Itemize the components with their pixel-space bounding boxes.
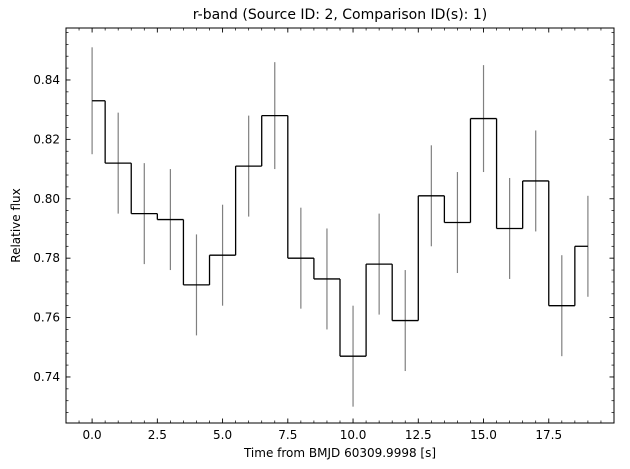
x-tick-label: 0.0 [83,428,102,442]
x-axis-label: Time from BMJD 60309.9998 [s] [243,446,436,460]
x-tick-label: 7.5 [278,428,297,442]
x-tick-label: 2.5 [148,428,167,442]
x-tick-label: 12.5 [405,428,432,442]
x-tick-label: 5.0 [213,428,232,442]
y-tick-label: 0.78 [33,251,60,265]
tick-group: 0.0 2.5 5.0 7.5 10.0 12.5 15.0 17.5 0.74 0.76 0.78… [33,28,614,442]
x-tick-label: 17.5 [535,428,562,442]
chart-title: r-band (Source ID: 2, Comparison ID(s): … [193,7,487,23]
plot-frame [65,27,615,424]
y-tick-label: 0.80 [33,192,60,206]
step-line-group [92,100,588,357]
x-tick-label: 10.0 [340,428,367,442]
y-tick-label: 0.82 [33,132,60,146]
y-axis-label: Relative flux [9,188,23,262]
y-tick-label: 0.76 [33,311,60,325]
y-tick-label: 0.84 [33,73,60,87]
y-tick-label: 0.74 [33,370,60,384]
x-tick-label: 15.0 [470,428,497,442]
